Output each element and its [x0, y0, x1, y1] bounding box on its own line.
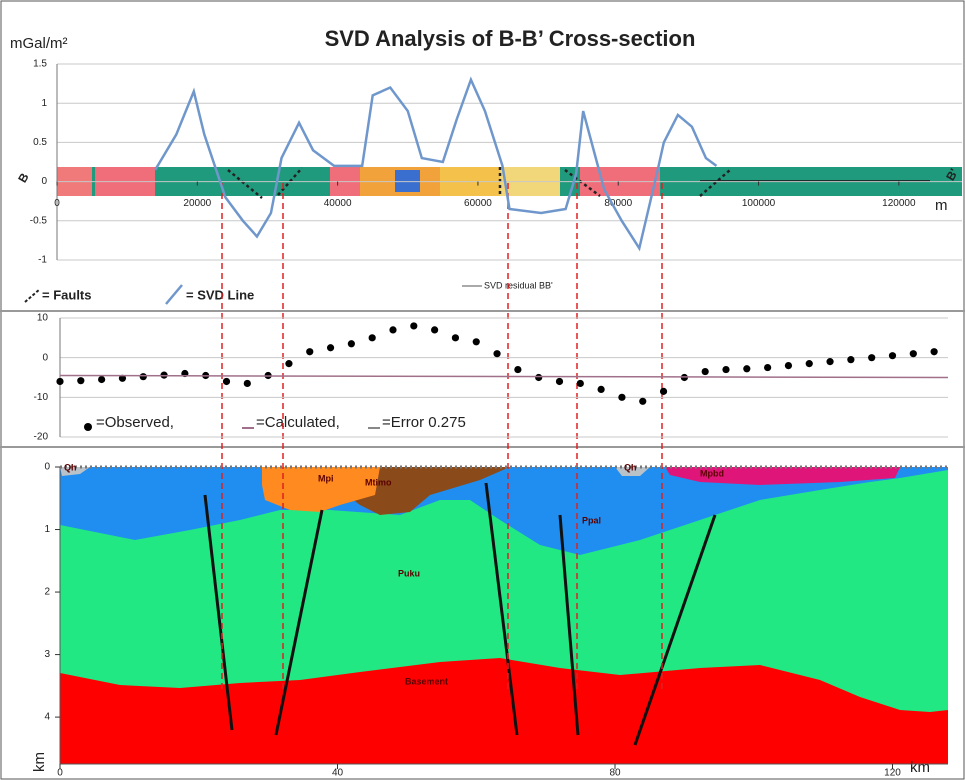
observed-point — [244, 380, 251, 387]
x-tick-label: 80000 — [604, 198, 632, 209]
y-tick-label: -10 — [34, 392, 49, 403]
observed-point — [348, 340, 355, 347]
x-tick-label: 80 — [609, 768, 621, 779]
x-tick-label: 100000 — [742, 198, 776, 209]
observed-point — [577, 380, 584, 387]
observed-point — [56, 378, 63, 385]
observed-point — [77, 377, 84, 384]
x-axis-label: m — [935, 197, 948, 214]
observed-point — [618, 394, 625, 401]
y-tick-label: -0.5 — [30, 215, 48, 226]
formation-label: Mtimo — [365, 477, 392, 487]
x-tick-label: 120000 — [882, 198, 916, 209]
observed-point — [452, 334, 459, 341]
y-axis-label: km — [31, 752, 48, 772]
formation-label: Puku — [398, 568, 420, 578]
legend-label: =Calculated, — [256, 414, 340, 431]
y-tick-label: 3 — [44, 649, 50, 660]
observed-point — [806, 360, 813, 367]
x-tick-label: 0 — [54, 198, 60, 209]
y-tick-label: 10 — [37, 313, 49, 324]
observed-point — [556, 378, 563, 385]
legend-dot-icon — [84, 423, 92, 431]
observed-point — [764, 364, 771, 371]
y-tick-label: 4 — [44, 712, 50, 723]
chart-title: SVD Analysis of B-B’ Cross-section — [325, 26, 696, 51]
observed-point — [535, 374, 542, 381]
legend-label: =Error 0.275 — [382, 414, 466, 431]
figure: SVD Analysis of B-B’ Cross-section mGal/… — [0, 0, 965, 780]
x-axis-label: km — [910, 759, 930, 776]
observed-point — [660, 388, 667, 395]
observed-point — [389, 326, 396, 333]
observed-point — [826, 358, 833, 365]
legend-label: = Faults — [42, 287, 92, 302]
observed-point — [598, 386, 605, 393]
observed-point — [847, 356, 854, 363]
observed-point — [722, 366, 729, 373]
x-tick-label: 40 — [332, 768, 344, 779]
observed-point — [98, 376, 105, 383]
x-tick-label: 0 — [57, 768, 63, 779]
formation-label: Mpi — [318, 473, 334, 483]
observed-point — [889, 352, 896, 359]
y-tick-label: 2 — [44, 587, 50, 598]
observed-point — [369, 334, 376, 341]
y-tick-label: 1 — [41, 98, 47, 109]
legend-label: SVD residual BB' — [484, 280, 553, 290]
y-tick-label: -20 — [34, 432, 49, 443]
x-tick-label: 120 — [884, 768, 901, 779]
cross-section — [60, 467, 948, 764]
observed-point — [931, 348, 938, 355]
formation-label: Ppal — [582, 515, 601, 525]
y-tick-label: 1.5 — [33, 59, 47, 70]
observed-point — [410, 322, 417, 329]
y-tick-label: 1 — [44, 524, 50, 535]
observed-point — [514, 366, 521, 373]
x-tick-label: 40000 — [324, 198, 352, 209]
legend-label: =Observed, — [96, 414, 174, 431]
observed-point — [431, 326, 438, 333]
y-tick-label: 0 — [44, 462, 50, 473]
observed-point — [639, 398, 646, 405]
y-tick-label: -1 — [38, 255, 47, 266]
observed-point — [785, 362, 792, 369]
observed-point — [868, 354, 875, 361]
observed-point — [140, 373, 147, 380]
observed-point — [702, 368, 709, 375]
observed-point — [910, 350, 917, 357]
y-tick-label: 0.5 — [33, 137, 47, 148]
y-tick-label: 0 — [41, 176, 47, 187]
x-tick-label: 60000 — [464, 198, 492, 209]
observed-point — [223, 378, 230, 385]
y-tick-label: 0 — [42, 352, 48, 363]
legend-label: = SVD Line — [186, 287, 254, 302]
formation-label: Mpbd — [700, 468, 724, 478]
y-axis-label: mGal/m² — [10, 35, 68, 52]
formation-label: Qh — [64, 462, 77, 472]
observed-point — [306, 348, 313, 355]
observed-point — [327, 344, 334, 351]
observed-point — [285, 360, 292, 367]
formation-label: Qh — [624, 462, 637, 472]
observed-point — [473, 338, 480, 345]
x-tick-label: 20000 — [183, 198, 211, 209]
observed-point — [493, 350, 500, 357]
observed-point — [743, 365, 750, 372]
formation-label: Basement — [405, 676, 448, 686]
